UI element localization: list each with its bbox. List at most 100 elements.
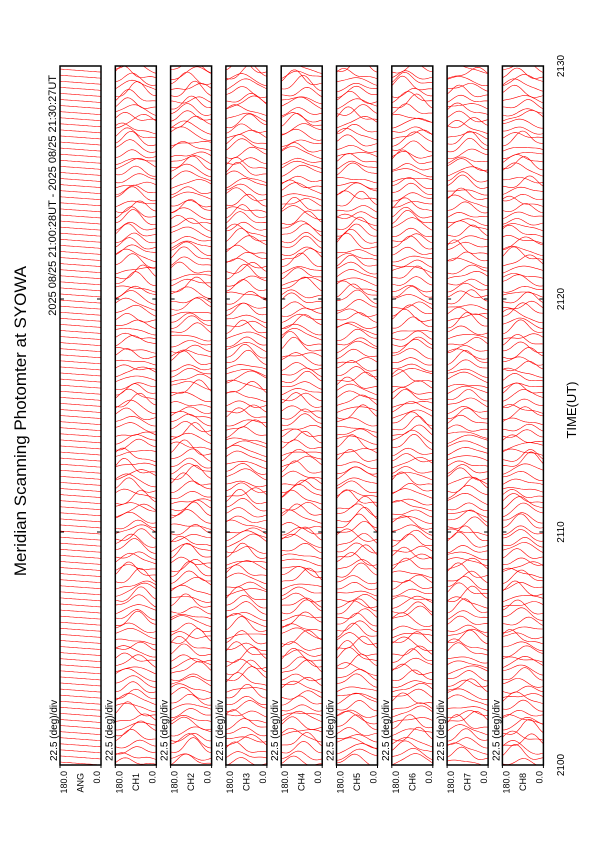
- trace: [336, 426, 378, 433]
- trace: [502, 382, 544, 389]
- trace: [391, 533, 433, 547]
- trace: [225, 73, 267, 86]
- trace: [447, 290, 489, 298]
- trace: [115, 628, 157, 640]
- trace: [170, 151, 212, 158]
- trace: [336, 253, 378, 261]
- trace: [281, 680, 323, 693]
- trace: [225, 482, 267, 493]
- trace: [502, 434, 544, 443]
- trace: [115, 739, 157, 749]
- trace: [447, 582, 489, 595]
- trace: [225, 331, 267, 340]
- trace: [60, 573, 101, 577]
- trace: [281, 710, 323, 723]
- trace: [447, 455, 489, 462]
- trace: [281, 276, 323, 292]
- trace: [391, 66, 433, 74]
- trace: [336, 85, 378, 98]
- trace: [281, 413, 323, 426]
- trace: [502, 177, 544, 184]
- trace: [60, 439, 101, 444]
- trace: [60, 123, 101, 128]
- trace: [502, 291, 544, 298]
- trace: [115, 422, 157, 433]
- trace: [502, 341, 544, 353]
- trace: [115, 328, 157, 336]
- trace: [170, 628, 212, 644]
- trace: [115, 415, 157, 427]
- trace: [225, 718, 267, 730]
- trace: [60, 457, 101, 462]
- trace: [391, 748, 433, 761]
- trace: [391, 631, 433, 644]
- trace: [391, 595, 433, 601]
- trace: [502, 360, 544, 372]
- trace: [502, 513, 544, 529]
- trace: [115, 528, 157, 541]
- trace: [281, 729, 323, 736]
- trace: [60, 658, 101, 662]
- trace: [336, 269, 378, 279]
- trace: [447, 156, 489, 164]
- trace: [225, 672, 267, 686]
- trace: [281, 352, 323, 358]
- trace: [281, 223, 323, 237]
- y-tick-label: 0.0: [203, 771, 213, 784]
- trace: [336, 254, 378, 267]
- trace: [225, 341, 267, 353]
- trace: [281, 611, 323, 627]
- trace: [170, 379, 212, 394]
- trace: [170, 278, 212, 287]
- trace: [336, 390, 378, 401]
- trace: [170, 80, 212, 97]
- trace: [336, 160, 378, 170]
- trace: [391, 579, 433, 590]
- trace: [281, 728, 323, 743]
- trace: [281, 367, 323, 377]
- trace: [502, 489, 544, 498]
- trace: [60, 287, 101, 292]
- trace: [60, 506, 101, 510]
- trace: [60, 621, 101, 626]
- trace: [281, 210, 323, 225]
- trace: [115, 641, 157, 651]
- trace: [502, 108, 544, 117]
- trace: [170, 753, 212, 765]
- trace: [225, 546, 267, 554]
- trace: [336, 734, 378, 743]
- trace: [170, 501, 212, 517]
- trace: [281, 252, 323, 267]
- trace: [502, 236, 544, 250]
- trace: [281, 96, 323, 110]
- trace: [281, 336, 323, 352]
- trace: [170, 340, 212, 348]
- trace: [391, 227, 433, 237]
- trace: [502, 333, 544, 340]
- trace: [60, 476, 101, 480]
- trace: [447, 477, 489, 493]
- trace: [60, 700, 101, 705]
- trace: [447, 241, 489, 250]
- trace: [170, 498, 212, 505]
- trace: [502, 265, 544, 274]
- y-tick-label: 180.0: [446, 771, 456, 794]
- trace: [60, 184, 101, 188]
- trace: [170, 240, 212, 249]
- trace: [225, 527, 267, 535]
- trace: [60, 129, 101, 134]
- trace: [225, 251, 267, 263]
- panel-name: CH1: [131, 773, 141, 791]
- trace: [60, 615, 101, 620]
- trace: [502, 132, 544, 139]
- trace: [281, 439, 323, 449]
- trace: [391, 182, 433, 195]
- traces: [391, 66, 433, 765]
- trace: [447, 624, 489, 633]
- trace: [225, 734, 267, 747]
- trace: [281, 614, 323, 621]
- trace: [447, 66, 489, 79]
- trace: [391, 625, 433, 631]
- trace: [391, 400, 433, 408]
